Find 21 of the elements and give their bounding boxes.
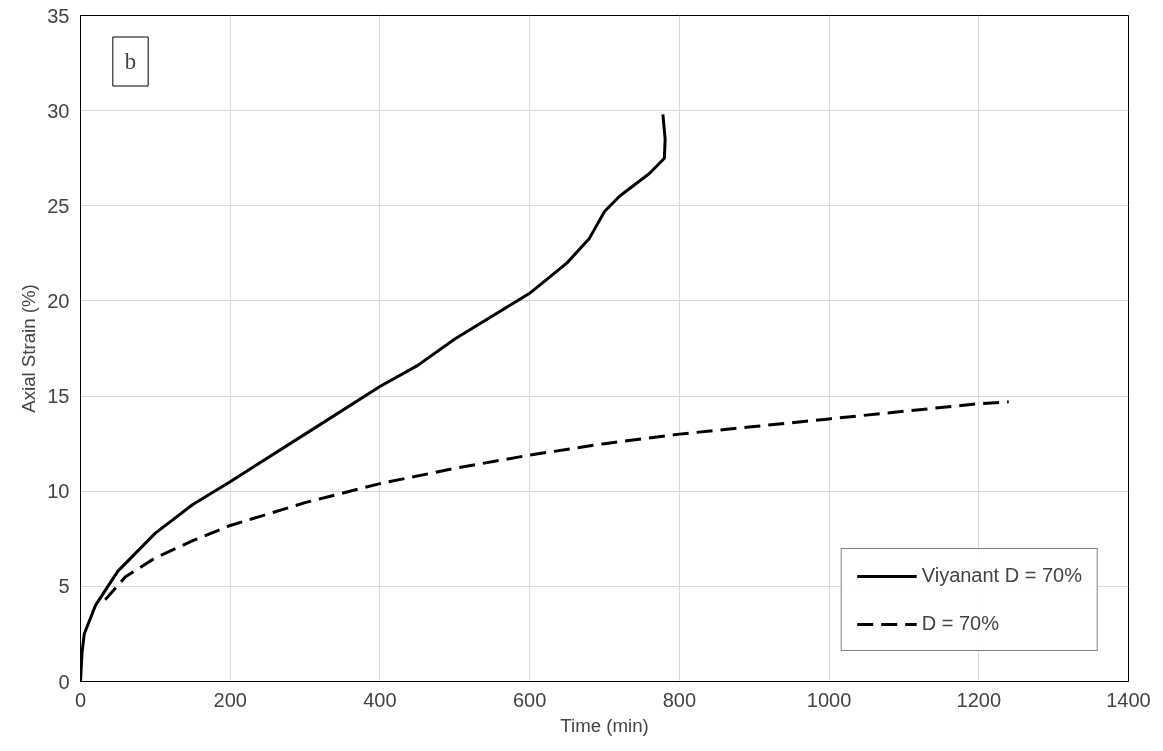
y-axis-title: Axial Strain (%) bbox=[18, 284, 40, 413]
annotation: b bbox=[124, 49, 137, 74]
y-tick-label: 25 bbox=[47, 194, 70, 217]
y-tick-label: 0 bbox=[58, 670, 70, 693]
x-tick-label: 1200 bbox=[956, 688, 1002, 711]
y-tick-label: 5 bbox=[58, 575, 70, 598]
x-tick-label: 1000 bbox=[806, 688, 852, 711]
y-tick-label: 10 bbox=[47, 480, 70, 503]
y-tick-label: 20 bbox=[47, 289, 70, 312]
x-tick-label: 1400 bbox=[1106, 688, 1151, 711]
x-tick-label: 400 bbox=[363, 688, 397, 711]
x-tick-label: 600 bbox=[512, 688, 547, 711]
legend-label: Viyanant D = 70% bbox=[921, 564, 1082, 587]
legend-label: D = 70% bbox=[921, 612, 999, 635]
x-tick-label: 200 bbox=[213, 688, 247, 711]
y-tick-label: 35 bbox=[47, 4, 70, 27]
x-axis-title: Time (min) bbox=[560, 714, 649, 736]
y-tick-label: 30 bbox=[47, 99, 70, 122]
y-tick-label: 15 bbox=[47, 385, 70, 408]
x-tick-label: 800 bbox=[662, 688, 697, 711]
x-tick-label: 0 bbox=[74, 688, 87, 711]
